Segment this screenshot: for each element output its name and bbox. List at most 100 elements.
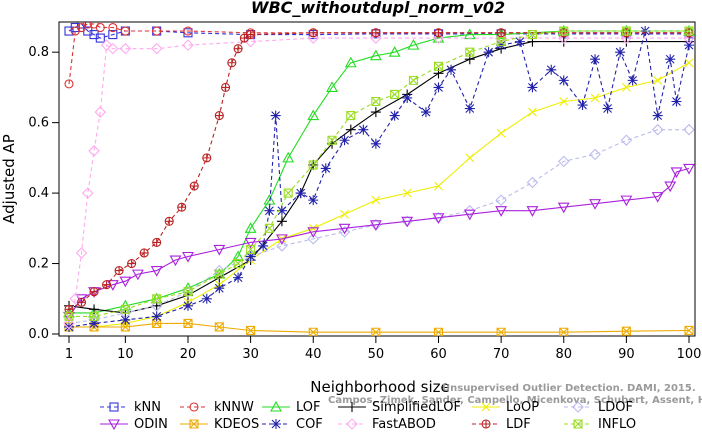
data-point-loop (621, 83, 631, 92)
data-point-odin (244, 237, 257, 249)
data-point-odin (150, 266, 163, 277)
data-point-ldf (621, 28, 631, 38)
y-tick-label: 0.2 (28, 257, 49, 272)
data-point-lof (326, 81, 338, 92)
data-point-odin (620, 195, 633, 207)
data-point-ldf (139, 248, 149, 258)
data-point-odin (526, 206, 539, 217)
data-point-kdeos (214, 322, 224, 332)
data-point-cof (602, 103, 613, 114)
x-tick-label: 20 (180, 347, 197, 362)
data-point-fastabod (307, 32, 320, 44)
data-point-inflo (64, 311, 74, 321)
data-point-ldof (338, 226, 351, 238)
data-point-ldf (496, 28, 506, 38)
legend-marker (481, 402, 491, 412)
data-point-cof (320, 163, 331, 174)
data-point-ldf (214, 111, 224, 121)
data-point-odin (683, 163, 695, 175)
legend-item-loop: LoOP (472, 400, 539, 415)
data-point-inflo (496, 37, 506, 47)
data-point-ldof (213, 264, 226, 277)
x-tick-label: 70 (493, 347, 510, 362)
data-point-cof (420, 107, 431, 118)
data-point-fastabod (82, 187, 94, 199)
data-point-inflo (283, 188, 293, 198)
data-point-fastabod (620, 32, 633, 44)
data-point-odin (589, 199, 601, 210)
data-point-cof (464, 103, 475, 114)
data-point-cof (615, 47, 626, 58)
data-point-loop (653, 75, 663, 85)
data-point-cof (671, 96, 682, 107)
data-point-odin (182, 251, 194, 263)
legend-item-knnw: kNNW (180, 400, 254, 415)
series-cof (64, 26, 694, 332)
data-point-lof (388, 46, 401, 57)
y-tick-label: 0.0 (28, 327, 49, 342)
legend-label: LDOF (598, 400, 633, 415)
data-point-cof (652, 110, 663, 121)
data-point-fastabod (94, 106, 107, 118)
data-point-fastabod (244, 35, 257, 48)
legend-marker (108, 419, 120, 431)
data-point-knnw (152, 26, 162, 36)
legend-item-cof: COF (262, 417, 323, 432)
y-tick-label: 0.6 (28, 116, 49, 131)
y-tick-label: 0.4 (28, 186, 49, 201)
data-point-kdeos (120, 322, 130, 332)
data-point-ldf (114, 266, 124, 276)
data-point-kdeos (308, 327, 318, 336)
data-point-cof (446, 64, 457, 75)
data-point-odin (119, 276, 132, 288)
data-point-knn (95, 33, 105, 43)
data-point-loop (434, 181, 443, 191)
data-point-ldof (683, 123, 695, 136)
data-point-odin (169, 255, 182, 267)
data-point-ldof (557, 155, 570, 168)
data-point-kdeos (621, 326, 631, 336)
data-point-loop (371, 195, 381, 205)
legend-item-ldf: LDF (472, 417, 531, 432)
data-point-ldf (308, 28, 318, 38)
watermark-line-2: Campos, Zimek, Sander, Campello, Micenko… (328, 395, 702, 406)
data-point-cof (577, 100, 588, 111)
data-point-knnw (120, 26, 130, 36)
series-line-kdeos (69, 322, 690, 333)
data-point-inflo (371, 96, 381, 107)
x-tick-label: 100 (677, 347, 702, 362)
data-point-inflo (327, 135, 337, 145)
data-point-kdeos (559, 327, 569, 336)
legend-marker (572, 401, 584, 413)
x-tick-label: 50 (368, 347, 385, 362)
data-point-knnw (64, 79, 74, 89)
data-point-cof (665, 54, 676, 65)
data-point-cof (120, 314, 131, 325)
data-point-loop (465, 153, 475, 163)
data-point-inflo (684, 26, 694, 36)
series-line-fastabod (68, 37, 689, 324)
data-point-odin (213, 244, 226, 256)
x-tick-label: 60 (430, 347, 447, 362)
data-point-knnw (83, 22, 93, 29)
data-point-kdeos (246, 325, 256, 336)
data-point-inflo (527, 30, 537, 40)
series-ldf (64, 28, 694, 314)
data-point-lof (495, 28, 508, 40)
series-line-inflo (69, 30, 689, 317)
legend-item-kdeos: KDEOS (180, 417, 259, 432)
legend-marker (346, 418, 358, 430)
data-point-fastabod (88, 145, 100, 157)
data-point-ldof (651, 123, 664, 136)
data-point-cof (402, 92, 413, 103)
data-point-ldof (150, 300, 163, 312)
data-point-inflo (233, 258, 243, 269)
data-point-loop (496, 128, 506, 138)
series-fastabod (63, 32, 695, 330)
data-point-cof (483, 47, 494, 58)
legend-label: ODIN (134, 417, 168, 432)
series-simplifiedlof (64, 36, 694, 318)
data-point-inflo (308, 160, 318, 170)
data-point-odin (338, 223, 351, 235)
data-point-ldf (371, 28, 381, 38)
